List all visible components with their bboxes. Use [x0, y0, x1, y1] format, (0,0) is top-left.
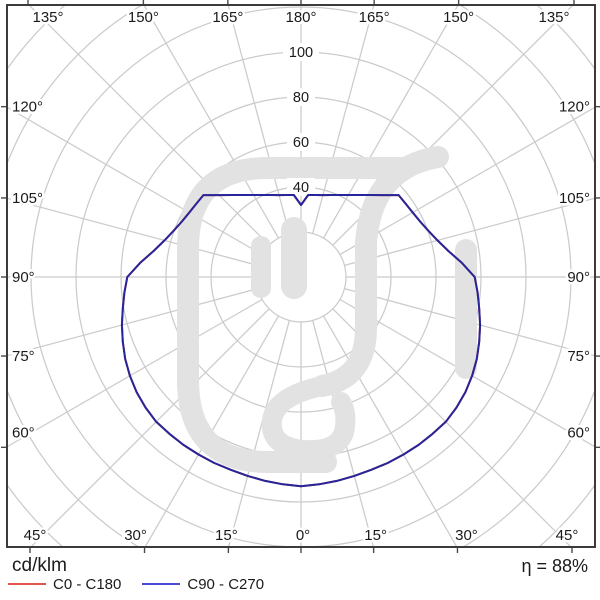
legend: C0 - C180 C90 - C270: [8, 575, 265, 593]
unit-label: cd/klm: [12, 555, 67, 576]
svg-text:60°: 60°: [567, 424, 590, 441]
svg-text:60: 60: [293, 135, 309, 151]
border-ticks: [1, 0, 600, 553]
svg-text:30°: 30°: [455, 527, 478, 544]
curve-c90-c270: [120, 194, 482, 488]
angle-labels: 135° 150° 165° 180° 165° 150° 135° 120° 105° 90° 7…: [10, 7, 593, 547]
svg-text:90°: 90°: [12, 269, 35, 286]
plot-border: [6, 4, 596, 548]
svg-text:135°: 135°: [32, 9, 63, 26]
svg-text:165°: 165°: [359, 9, 390, 26]
svg-text:105°: 105°: [12, 190, 43, 207]
legend-label-c90-c270: C90 - C270: [187, 575, 265, 593]
svg-text:15°: 15°: [364, 527, 387, 544]
legend-swatch-c90-c270: [142, 583, 181, 585]
svg-text:45°: 45°: [556, 527, 579, 544]
svg-text:90°: 90°: [567, 269, 590, 286]
svg-text:30°: 30°: [124, 527, 147, 544]
svg-text:165°: 165°: [212, 9, 243, 26]
watermark-logo: [177, 146, 477, 473]
svg-text:150°: 150°: [128, 9, 159, 26]
svg-text:75°: 75°: [12, 348, 35, 365]
svg-text:150°: 150°: [443, 9, 474, 26]
efficiency-label: η = 88%: [521, 556, 588, 576]
svg-text:180°: 180°: [285, 9, 316, 26]
svg-text:0°: 0°: [296, 527, 310, 544]
legend-label-c0-c180: C0 - C180: [53, 575, 122, 593]
svg-text:15°: 15°: [215, 527, 238, 544]
svg-text:100: 100: [289, 45, 313, 61]
legend-swatch-c0-c180: [8, 583, 46, 585]
svg-text:105°: 105°: [559, 190, 590, 207]
svg-text:120°: 120°: [559, 99, 590, 116]
svg-text:135°: 135°: [538, 9, 569, 26]
svg-text:45°: 45°: [24, 527, 47, 544]
svg-text:120°: 120°: [12, 99, 43, 116]
svg-text:80: 80: [293, 90, 309, 106]
radial-labels: 40 60 80 100: [283, 43, 319, 196]
svg-text:40: 40: [293, 180, 309, 196]
svg-text:60°: 60°: [12, 424, 35, 441]
svg-text:75°: 75°: [567, 348, 590, 365]
